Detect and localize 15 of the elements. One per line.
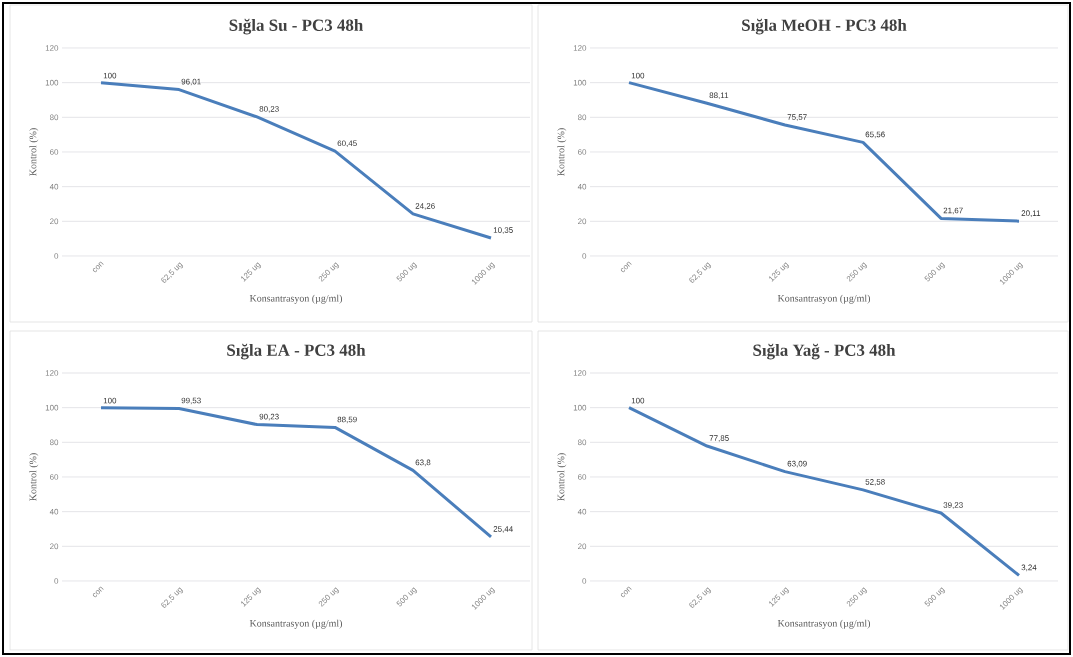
chart-title: Sığla Su - PC3 48h (229, 18, 364, 35)
x-axis-title: Konsantrasyon (µg/ml) (249, 294, 343, 304)
x-axis-title: Konsantrasyon (µg/ml) (777, 294, 871, 304)
x-axis-title: Konsantrasyon (µg/ml) (249, 619, 343, 629)
line-series (627, 406, 1021, 577)
line-series (627, 81, 1021, 223)
chart-title: Sığla MeOH - PC3 48h (742, 18, 907, 35)
y-axis-title: Kontrol (%) (29, 128, 39, 176)
y-axis-title: Kontrol (%) (557, 128, 567, 176)
x-axis-title: Konsantrasyon (µg/ml) (777, 619, 871, 629)
chart-title: Sığla EA - PC3 48h (227, 343, 366, 360)
y-axis-title: Kontrol (%) (557, 453, 567, 501)
chart-title: Sığla Yağ - PC3 48h (753, 343, 896, 360)
y-axis-title: Kontrol (%) (29, 453, 39, 501)
line-series (99, 406, 493, 539)
